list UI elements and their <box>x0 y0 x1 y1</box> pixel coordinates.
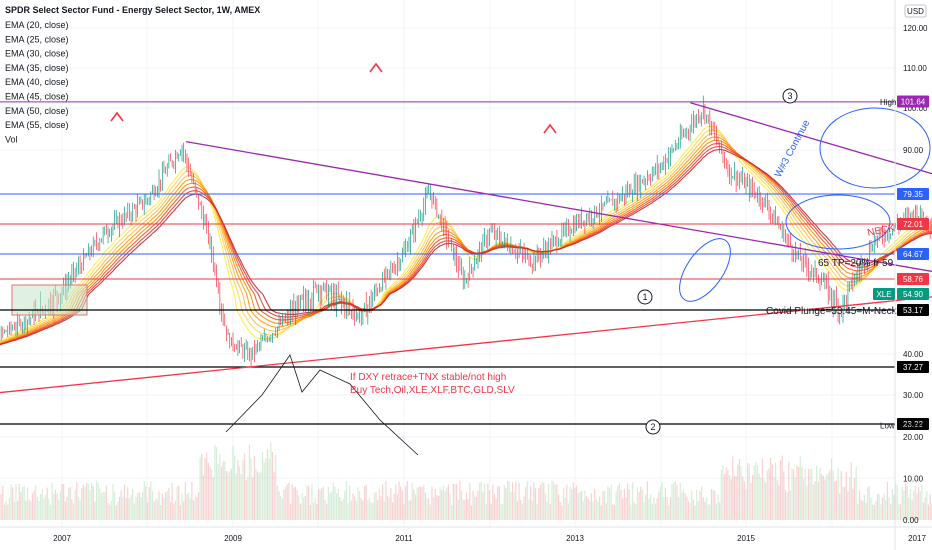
price-tick: 30.00 <box>903 391 924 400</box>
target-ellipse-lower <box>785 194 891 250</box>
price-tick: 110.00 <box>903 64 927 73</box>
price-axis-ticks: 120.00 110.00 100.00 90.00 40.00 30.00 20.00 10… <box>903 24 928 525</box>
price-tag-101-64: 101.64 <box>897 95 929 108</box>
level-tag-64-67: 64.67 <box>897 248 929 260</box>
level-tag-58-76: 58.76 <box>897 273 929 285</box>
peak-marker-2014 <box>369 62 383 73</box>
time-tick: 2013 <box>566 534 584 543</box>
legend-ema-40-close[interactable]: EMA (40, close) <box>5 77 69 87</box>
price-tick: 0.00 <box>903 516 919 525</box>
price-tags: High101.5279.3572.0164.6758.7653.1737.27… <box>873 95 929 430</box>
legend-ema-35-close[interactable]: EMA (35, close) <box>5 63 69 73</box>
wave-label-1: 1 <box>637 289 653 305</box>
level-tag-22-88: Low 22.88 <box>880 421 924 430</box>
currency-box[interactable] <box>904 4 927 18</box>
m-pattern-sketch <box>225 354 419 456</box>
ema-55-line <box>0 148 932 346</box>
level-value: 58.76 <box>903 275 924 284</box>
upper-channel-trendline[interactable] <box>690 102 932 294</box>
ticker-tag: XLE <box>876 290 891 299</box>
time-tick: 2007 <box>53 534 71 543</box>
price-tick: 120.00 <box>903 24 928 33</box>
svg-text:1: 1 <box>642 292 647 302</box>
volume-bars <box>0 442 932 520</box>
level-value: 23.22 <box>903 420 924 429</box>
chart-title: SPDR Select Sector Fund - Energy Select … <box>5 5 260 15</box>
level-value: 22.88 <box>903 421 924 430</box>
level-value: 72.01 <box>903 220 924 229</box>
trendlines <box>0 102 932 395</box>
svg-text:2: 2 <box>650 422 655 432</box>
peak-markers <box>110 62 557 134</box>
level-tag-23-22: 23.22 <box>897 418 929 430</box>
price-tick: 90.00 <box>903 146 924 155</box>
neck-line-trendline[interactable] <box>0 216 932 395</box>
time-axis-ticks: 2007200920112013201520172019202120232025 <box>53 534 926 543</box>
wave-label-2: 2 <box>645 419 661 435</box>
level-value: 79.35 <box>903 190 924 199</box>
price-tick: 40.00 <box>903 350 924 359</box>
time-tick: 2011 <box>395 534 413 543</box>
legend-ema-45-close[interactable]: EMA (45, close) <box>5 92 69 102</box>
price-tick: 20.00 <box>903 433 924 442</box>
annotation-wave3: W#3 Continue <box>773 118 813 180</box>
peak-marker-2008 <box>110 111 124 122</box>
time-tick: 2017 <box>908 534 926 543</box>
svg-text:3: 3 <box>787 91 792 101</box>
level-value: 64.67 <box>903 250 924 259</box>
annotation-buy: Buy Tech,Oil,XLE,XLF,BTC,GLD,SLV <box>350 385 515 396</box>
price-tag-54-90: 54.90 XLE <box>873 288 929 300</box>
ema-40-line <box>0 139 932 345</box>
level-tag-37-27: 37.27 <box>897 361 929 373</box>
horizontal-levels <box>0 101 895 425</box>
legend-ema-50-close[interactable]: EMA (50, close) <box>5 106 69 116</box>
target-ellipse-upper <box>819 107 931 189</box>
level-value: 53.17 <box>903 306 924 315</box>
level-side-label: High <box>880 98 896 107</box>
price-tag-value: 101.64 <box>901 97 926 106</box>
grid <box>0 0 895 527</box>
currency-label: USD <box>907 7 924 16</box>
level-side-label: Low <box>880 421 895 430</box>
wave-label-3: 3 <box>782 88 798 104</box>
annotation-tp: 65 TP=20% fr 59 <box>818 258 894 269</box>
legend-ema-55-close[interactable]: EMA (55, close) <box>5 120 69 130</box>
lower-channel-trendline[interactable] <box>185 140 932 351</box>
legend-ema-20-close[interactable]: EMA (20, close) <box>5 20 69 30</box>
ema-35-line <box>0 136 932 344</box>
peak-marker-2018 <box>543 123 557 134</box>
ema-30-line <box>0 132 932 344</box>
time-tick: 2009 <box>224 534 242 543</box>
price-tick: 100.00 <box>903 104 928 113</box>
price-tick: 10.00 <box>903 475 924 484</box>
legend-vol[interactable]: Vol <box>5 134 18 144</box>
level-tag-72-01: 72.01 <box>897 218 929 230</box>
level-tag-79-35: 79.35 <box>897 188 929 200</box>
time-tick: 2015 <box>737 534 755 543</box>
price-tag-value: 54.90 <box>903 290 924 299</box>
legend-ema-25-close[interactable]: EMA (25, close) <box>5 34 69 44</box>
annotation-dxy: If DXY retrace+TNX stable/not high <box>350 372 506 383</box>
annotation-neck: NECK <box>866 223 896 239</box>
legend-ema-30-close[interactable]: EMA (30, close) <box>5 49 69 59</box>
level-tag-53-17: 53.17 <box>897 304 929 316</box>
annotation-covid: Covid Plunge=53.45=M-Neck <box>766 306 898 317</box>
legend: SPDR Select Sector Fund - Energy Select … <box>5 5 260 144</box>
level-value: 37.27 <box>903 363 924 372</box>
consolidation-ellipse <box>679 238 731 302</box>
